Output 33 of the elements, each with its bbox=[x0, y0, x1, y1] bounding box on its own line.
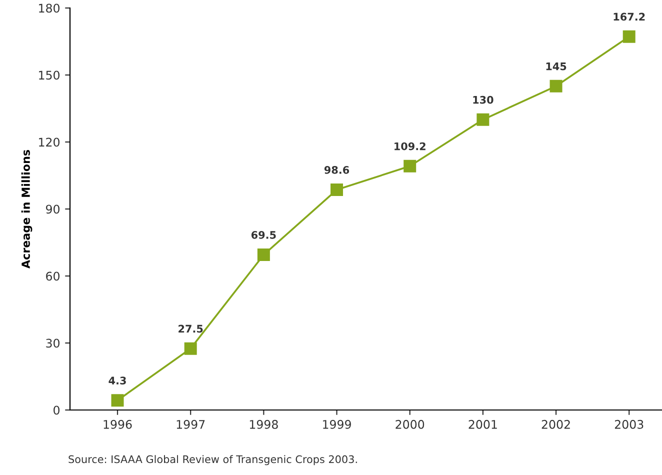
point bbox=[111, 394, 124, 407]
data-label: 98.6 bbox=[324, 166, 350, 174]
data-label: 130 bbox=[473, 96, 494, 104]
y-tick-label: 150 bbox=[39, 70, 60, 80]
y-tick-label: 30 bbox=[46, 338, 60, 348]
point bbox=[257, 248, 270, 262]
point bbox=[404, 160, 416, 172]
x-tick-label: 2002 bbox=[542, 420, 570, 429]
y-tick-label: 90 bbox=[46, 204, 60, 214]
source-note: Source: ISAAA Global Review of Transgenic Crops 2003. bbox=[68, 455, 357, 466]
point bbox=[622, 30, 636, 43]
data-label: 4.3 bbox=[108, 376, 126, 384]
y-tick-label: 180 bbox=[39, 4, 60, 13]
data-label: 109.2 bbox=[394, 142, 426, 150]
data-label: 167.2 bbox=[614, 12, 645, 21]
point bbox=[476, 113, 490, 126]
y-tick-label: 0 bbox=[54, 406, 60, 415]
data-label: 145 bbox=[546, 62, 566, 70]
x-tick-label: 1999 bbox=[323, 420, 351, 429]
point bbox=[184, 342, 197, 355]
x-tick-label: 2001 bbox=[468, 420, 497, 429]
data-label: 69.5 bbox=[251, 231, 276, 239]
x-tick-label: 1996 bbox=[104, 420, 132, 429]
y-axis-title: Acreage in Millions bbox=[21, 150, 32, 268]
point bbox=[330, 184, 344, 196]
x-tick-label: 1998 bbox=[250, 420, 278, 429]
x-tick-label: 1997 bbox=[176, 420, 205, 429]
y-tick-label: 60 bbox=[46, 272, 60, 281]
point bbox=[550, 80, 562, 92]
data-label: 27.5 bbox=[178, 324, 203, 333]
y-tick-label: 120 bbox=[39, 138, 60, 147]
x-tick-label: 2000 bbox=[396, 420, 424, 429]
x-tick-label: 2003 bbox=[614, 420, 644, 429]
